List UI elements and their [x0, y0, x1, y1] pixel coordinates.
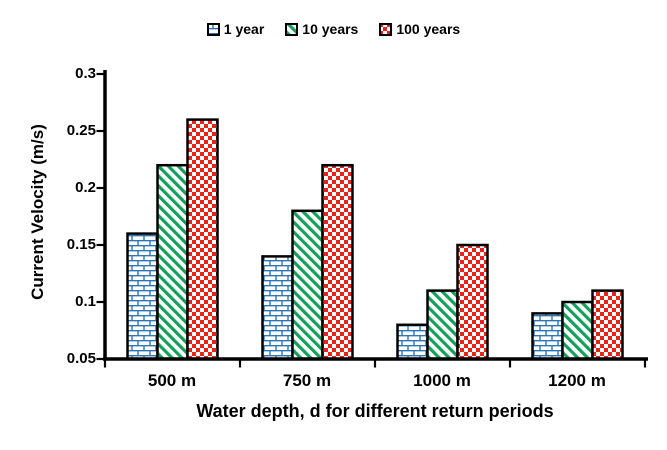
bar-10-years-1000-m: [426, 289, 459, 361]
bar-10-years-500-m: [156, 163, 189, 361]
legend-item-10-years: 10 years: [285, 21, 358, 37]
legend-item-1-year: 1 year: [206, 21, 265, 37]
bar-1-year-750-m: [261, 255, 294, 361]
bar-100-years-500-m: [186, 118, 219, 361]
bar-1-year-1000-m: [396, 323, 429, 361]
x-category-label: 500 m: [147, 371, 197, 390]
bar-1-year-500-m: [126, 232, 159, 361]
legend-swatch-checker-icon: [379, 22, 393, 36]
bar-100-years-1200-m: [591, 289, 624, 361]
legend-swatch-brick-icon: [206, 22, 220, 36]
y-tick-label: 0.25: [66, 122, 96, 139]
y-tick-label: 0.2: [75, 179, 96, 196]
legend: 1 year 10 years 100 years: [0, 21, 667, 37]
bar-10-years-750-m: [291, 209, 324, 361]
y-tick-label: 0.3: [75, 65, 96, 82]
x-category-label: 750 m: [282, 371, 332, 390]
bar-1-year-1200-m: [531, 312, 564, 361]
bar-10-years-1200-m: [561, 300, 594, 361]
legend-label-100-years: 100 years: [396, 21, 461, 37]
bar-100-years-1000-m: [456, 243, 489, 361]
x-axis-title: Water depth, d for different return peri…: [196, 401, 554, 421]
x-category-label: 1200 m: [548, 371, 606, 390]
legend-label-10-years: 10 years: [302, 21, 359, 37]
y-tick-label: 0.1: [75, 293, 96, 310]
legend-item-100-years: 100 years: [379, 21, 460, 37]
legend-swatch-diagonal-icon: [285, 22, 299, 36]
bar-100-years-750-m: [321, 163, 354, 361]
y-tick-label: 0.15: [66, 236, 96, 253]
y-tick-label: 0.05: [66, 350, 96, 367]
x-category-label: 1000 m: [413, 371, 471, 390]
legend-label-1-year: 1 year: [223, 21, 265, 37]
